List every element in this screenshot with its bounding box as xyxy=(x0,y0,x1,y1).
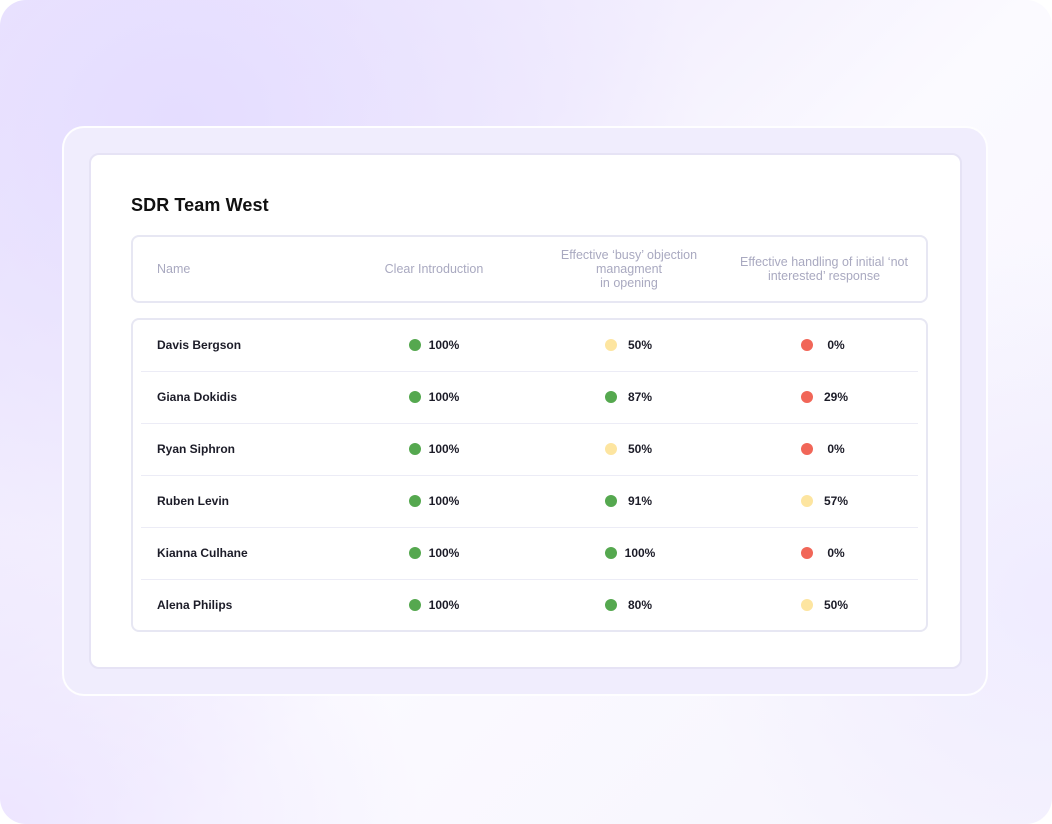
status-dot-icon xyxy=(605,391,617,403)
status-dot-icon xyxy=(801,599,813,611)
score-value: 100% xyxy=(428,390,460,404)
agent-name: Giana Dokidis xyxy=(157,390,238,404)
header-not-interested: Effective handling of initial ‘not inter… xyxy=(729,237,919,301)
team-card: SDR Team West Name Clear Introduction Ef… xyxy=(89,153,962,669)
score-value: 100% xyxy=(624,546,656,560)
table-body: Davis Bergson 100% 50% 0% Giana Dokidis … xyxy=(131,318,928,632)
score-not-interested: 50% xyxy=(801,580,853,630)
header-name: Name xyxy=(157,237,277,301)
status-dot-icon xyxy=(801,443,813,455)
score-value: 87% xyxy=(627,390,653,404)
table-row[interactable]: Giana Dokidis 100% 87% 29% xyxy=(141,372,918,424)
table-row[interactable]: Davis Bergson 100% 50% 0% xyxy=(141,320,918,372)
status-dot-icon xyxy=(409,339,421,351)
score-value: 50% xyxy=(627,338,653,352)
table-row[interactable]: Ruben Levin 100% 91% 57% xyxy=(141,476,918,528)
score-value: 0% xyxy=(827,442,845,456)
status-dot-icon xyxy=(409,443,421,455)
score-value: 50% xyxy=(823,598,849,612)
score-clear-introduction: 100% xyxy=(409,372,461,422)
score-clear-introduction: 100% xyxy=(409,320,461,370)
status-dot-icon xyxy=(605,495,617,507)
score-not-interested: 57% xyxy=(801,476,853,526)
score-not-interested: 0% xyxy=(801,528,853,578)
agent-name: Alena Philips xyxy=(157,598,233,612)
score-busy-objection: 80% xyxy=(605,580,657,630)
score-busy-objection: 50% xyxy=(605,424,657,474)
score-clear-introduction: 100% xyxy=(409,528,461,578)
table-row[interactable]: Kianna Culhane 100% 100% 0% xyxy=(141,528,918,580)
status-dot-icon xyxy=(409,495,421,507)
status-dot-icon xyxy=(409,599,421,611)
score-value: 57% xyxy=(823,494,849,508)
score-value: 80% xyxy=(627,598,653,612)
score-clear-introduction: 100% xyxy=(409,476,461,526)
score-value: 100% xyxy=(428,546,460,560)
status-dot-icon xyxy=(409,391,421,403)
score-clear-introduction: 100% xyxy=(409,424,461,474)
header-busy-objection-label: Effective ‘busy’ objection managment in … xyxy=(560,248,698,290)
score-value: 100% xyxy=(428,494,460,508)
score-value: 100% xyxy=(428,598,460,612)
status-dot-icon xyxy=(801,547,813,559)
score-not-interested: 29% xyxy=(801,372,853,422)
score-value: 0% xyxy=(827,546,845,560)
status-dot-icon xyxy=(605,443,617,455)
score-busy-objection: 100% xyxy=(605,528,657,578)
agent-name: Ruben Levin xyxy=(157,494,230,508)
header-clear-introduction-label: Clear Introduction xyxy=(384,262,484,276)
score-value: 50% xyxy=(627,442,653,456)
score-busy-objection: 50% xyxy=(605,320,657,370)
score-value: 91% xyxy=(627,494,653,508)
header-name-label: Name xyxy=(157,262,191,276)
score-busy-objection: 87% xyxy=(605,372,657,422)
status-dot-icon xyxy=(801,391,813,403)
score-value: 100% xyxy=(428,338,460,352)
status-dot-icon xyxy=(801,339,813,351)
score-not-interested: 0% xyxy=(801,320,853,370)
status-dot-icon xyxy=(605,547,617,559)
status-dot-icon xyxy=(605,339,617,351)
table-header: Name Clear Introduction Effective ‘busy’… xyxy=(131,235,928,303)
agent-name: Davis Bergson xyxy=(157,338,242,352)
score-clear-introduction: 100% xyxy=(409,580,461,630)
header-clear-introduction: Clear Introduction xyxy=(369,237,499,301)
status-dot-icon xyxy=(409,547,421,559)
score-busy-objection: 91% xyxy=(605,476,657,526)
score-value: 0% xyxy=(827,338,845,352)
table-row[interactable]: Alena Philips 100% 80% 50% xyxy=(141,580,918,630)
card-title: SDR Team West xyxy=(131,195,269,215)
score-not-interested: 0% xyxy=(801,424,853,474)
header-busy-objection: Effective ‘busy’ objection managment in … xyxy=(549,237,709,301)
header-not-interested-label: Effective handling of initial ‘not inter… xyxy=(740,255,908,283)
score-value: 100% xyxy=(428,442,460,456)
agent-name: Ryan Siphron xyxy=(157,442,236,456)
status-dot-icon xyxy=(605,599,617,611)
table-row[interactable]: Ryan Siphron 100% 50% 0% xyxy=(141,424,918,476)
status-dot-icon xyxy=(801,495,813,507)
score-value: 29% xyxy=(823,390,849,404)
agent-name: Kianna Culhane xyxy=(157,546,248,560)
